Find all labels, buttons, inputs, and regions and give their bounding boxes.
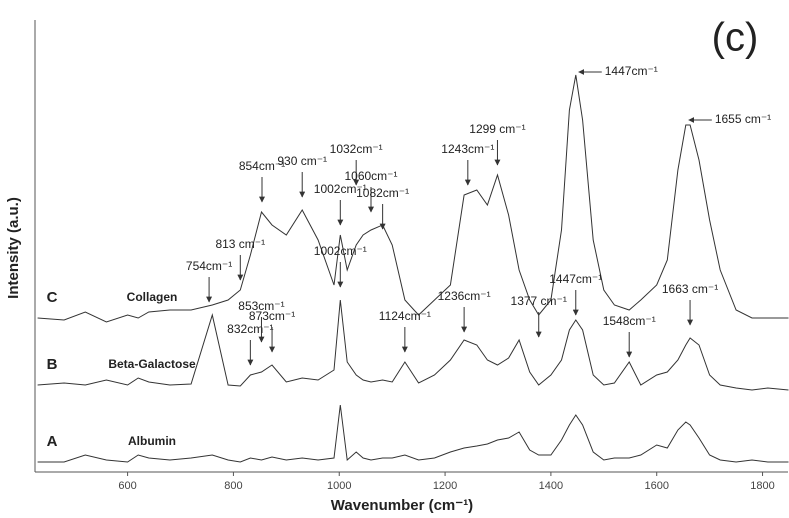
y-axis-title: Intensity (a.u.) (5, 197, 22, 299)
spectrum-line (37, 299, 789, 391)
annotation-label: 1002cm⁻¹ (314, 244, 367, 258)
annotation-label: 854cm⁻¹ (239, 159, 285, 173)
annotation-label: 813 cm⁻¹ (215, 237, 265, 251)
annotation-label: 1002cm⁻¹ (314, 182, 367, 196)
annotation-label: 1377 cm⁻¹ (511, 294, 567, 308)
annotation-label: 1447cm⁻¹ (549, 272, 602, 286)
annotation-label: 930 cm⁻¹ (277, 154, 327, 168)
annotation-label: 1032cm⁻¹ (330, 142, 383, 156)
annotation-label: 1060cm⁻¹ (344, 169, 397, 183)
spectrum-line (37, 404, 789, 463)
x-axis-title: Wavenumber (cm⁻¹) (331, 497, 473, 514)
x-tick-label: 1600 (644, 480, 668, 492)
annotation-label: 832cm⁻¹ (227, 322, 273, 336)
spectrum-line (37, 74, 789, 323)
x-tick-label: 1200 (433, 480, 457, 492)
panel-label: (c) (712, 16, 759, 60)
annotation-label: 1236cm⁻¹ (438, 289, 491, 303)
series-letter: A (47, 433, 58, 450)
annotation-label: 754cm⁻¹ (186, 259, 232, 273)
annotation-label: 1243cm⁻¹ (441, 142, 494, 156)
series-letter: C (47, 289, 58, 306)
annotation-label: 853cm⁻¹ (238, 299, 284, 313)
x-tick-label: 1400 (539, 480, 563, 492)
series-letter: B (47, 356, 58, 373)
annotation-label: 1655 cm⁻¹ (715, 112, 771, 126)
annotation-label: 1082cm⁻¹ (356, 186, 409, 200)
x-tick-label: 1000 (327, 480, 351, 492)
x-tick-label: 600 (118, 480, 136, 492)
annotation-label: 1663 cm⁻¹ (662, 282, 718, 296)
series-name: Beta-Galactose (108, 357, 196, 371)
series-name: Collagen (127, 290, 178, 304)
x-tick-label: 1800 (750, 480, 774, 492)
annotation-label: 1124cm⁻¹ (379, 309, 431, 323)
annotation-label: 1447cm⁻¹ (605, 64, 658, 78)
annotation-label: 1548cm⁻¹ (603, 314, 656, 328)
annotation-label: 873cm⁻¹ (249, 309, 295, 323)
x-tick-label: 800 (224, 480, 242, 492)
series-name: Albumin (128, 434, 176, 448)
annotation-label: 1299 cm⁻¹ (469, 122, 525, 136)
